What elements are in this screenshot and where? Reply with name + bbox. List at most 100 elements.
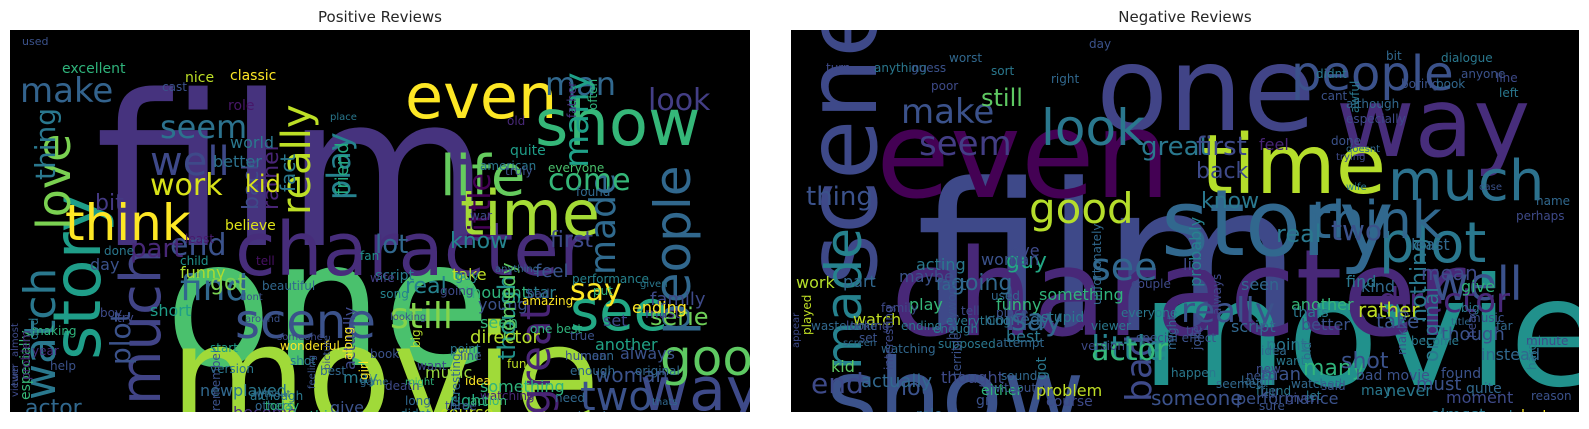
word-music: music [1469,311,1504,325]
word-dvd: dvd [27,318,41,340]
word-completely: completely [1401,410,1479,412]
word-turn: turn [826,61,851,75]
word-feel: feel [1259,135,1289,154]
word-great: great [511,304,560,412]
word-thing: thing [29,108,62,180]
word-play: play [909,295,943,314]
word-supposed: supposed [938,337,996,351]
word-ending: ending [632,298,687,317]
word-making: making [32,324,77,338]
word-think: think [65,194,191,252]
word-take: take [1376,309,1419,333]
word-book: book [1436,77,1465,91]
word-excellent: excellent [62,61,126,77]
negative-word-cloud: one film movie character even way scene time sto… [791,30,1579,412]
word-end: end [811,367,864,400]
word-back: back [1196,159,1249,184]
word-shot: shot [1341,349,1389,374]
word-help: help [50,359,76,373]
word-tell: tell [961,304,980,318]
word-someone: someone [1151,386,1243,410]
word-fact: fact [276,154,300,192]
word-feeling: feeling [307,355,318,389]
word-become: become [1411,334,1459,348]
word-almost: almost [1431,405,1485,412]
word-become: become [233,403,297,412]
word-american: american [480,159,536,173]
word-seem: seem [160,108,247,146]
word-especially: especially [18,330,34,400]
word-know: know [1201,189,1259,214]
word-woman: woman [595,363,668,387]
word-song: song [380,287,409,301]
word-watching: watching [480,389,535,403]
word-problem: problem [19,330,33,380]
word-show: show [535,87,700,161]
negative-reviews-title: Negative Reviews [1118,8,1252,26]
word-seem: seem [919,124,1012,164]
word-version: version [1081,339,1125,353]
word-place: place [996,306,1028,320]
word-wonderful: wonderful [280,339,340,353]
word-still: still [981,84,1023,112]
word-family: family [881,301,918,315]
word-way: way [640,355,750,412]
word-stupid: stupid [1041,310,1084,326]
word-doesnt: doesnt [1346,144,1380,155]
word-say: say [570,273,622,308]
word-must: must [645,306,681,322]
word-start: start [210,341,238,355]
word-lot: lot [375,230,408,260]
word-say: say [1011,303,1063,338]
word-life: life [440,144,525,209]
word-put: put [1491,408,1515,412]
word-action: action [470,394,507,408]
word-death: death [385,379,420,393]
word-book: book [370,347,399,361]
word-name: name [1536,194,1570,208]
word-true: true [570,329,595,343]
word-play: play [320,132,358,200]
word-guy: guy [455,269,479,284]
word-really: really [1181,291,1275,331]
word-story: story [1161,170,1394,277]
word-found: found [576,185,610,199]
word-right: right [450,391,488,410]
word-rather: rather [1358,298,1420,322]
word-father: father [565,82,579,118]
word-kid: kid [831,357,855,376]
word-time: time [460,177,600,250]
word-far: far [1496,319,1513,333]
word-enough: enough [570,364,615,378]
word-might: might [405,377,434,388]
word-interesting: interesting [449,353,463,412]
word-feel: feel [535,261,569,282]
word-played: played [233,381,287,400]
word-old: old [507,114,525,128]
word-kind: kind [1361,277,1395,296]
word-done: done [1331,134,1361,148]
word-make: make [901,92,994,132]
word-didnt: didnt [400,407,431,412]
word-used: used [991,289,1020,303]
word-point: point [1266,335,1307,354]
word-simply: simply [1471,411,1517,412]
word-director: director [470,327,540,348]
word-enough: enough [933,322,978,336]
word-well: well [1431,257,1522,311]
word-seemed: seemed [1216,377,1264,391]
word-version: version [210,362,254,376]
word-looking: looking [390,312,426,323]
word-year: year [32,344,59,358]
word-scene: scene [235,294,376,350]
word-going: going [440,284,474,298]
word-truly: truly [505,164,533,178]
word-turn: turn [10,365,21,386]
word-role: role [228,98,255,114]
word-wife: wife [1346,182,1367,193]
word-moment: moment [420,409,471,412]
word-never: never [1386,381,1432,400]
word-two: two [1331,214,1382,247]
word-think: think [1311,191,1442,251]
